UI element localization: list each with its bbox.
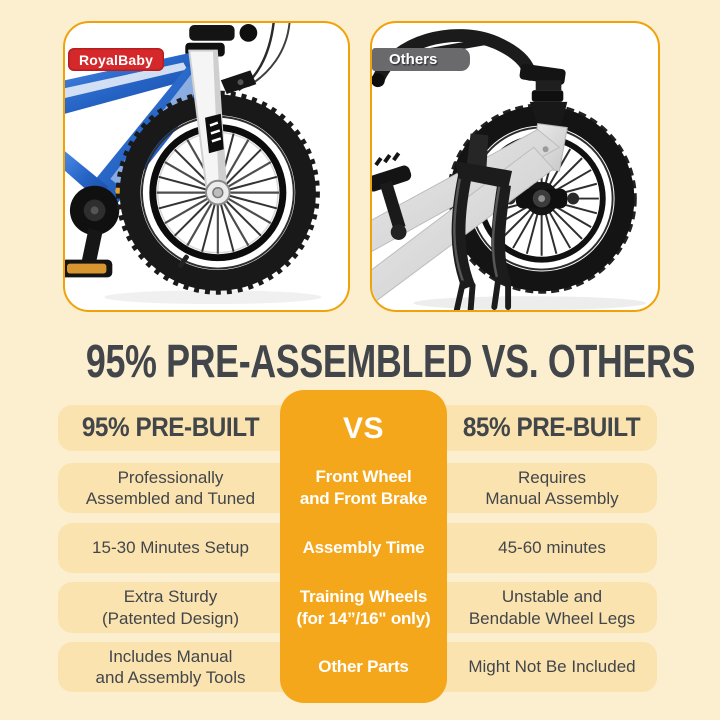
others-badge: Others xyxy=(372,48,470,71)
headline: 95% PRE-ASSEMBLED VS. OTHERS xyxy=(0,334,720,388)
left-column-header: 95% PRE-BUILT xyxy=(81,412,260,443)
left-product-panel: RoyalBaby xyxy=(63,21,350,312)
royalbaby-cell: Professionally Assembled and Tuned xyxy=(85,467,256,508)
right-column-header: 85% PRE-BUILT xyxy=(463,412,641,443)
others-cell: Requires Manual Assembly xyxy=(485,467,619,508)
vs-row-label: Front Wheel and Front Brake xyxy=(299,466,428,508)
others-bike-illustration xyxy=(372,29,647,310)
vs-column: VS Front Wheel and Front Brake Assembly … xyxy=(280,390,447,703)
headline-text: 95% PRE-ASSEMBLED VS. OTHERS xyxy=(85,335,696,387)
others-cell: 45-60 minutes xyxy=(498,538,606,558)
vs-row-label: Assembly Time xyxy=(302,537,425,557)
royalbaby-cell: Includes Manual and Assembly Tools xyxy=(95,646,246,687)
vs-header: VS xyxy=(342,412,385,445)
royalbaby-bike-illustration xyxy=(65,23,322,305)
royalbaby-badge: RoyalBaby xyxy=(68,48,165,71)
others-cell: Unstable and Bendable Wheel Legs xyxy=(468,587,636,628)
right-product-panel: Others xyxy=(370,21,660,312)
royalbaby-cell: 15-30 Minutes Setup xyxy=(92,538,249,558)
royalbaby-cell: Extra Sturdy (Patented Design) xyxy=(101,587,240,628)
vs-row-label: Other Parts xyxy=(318,656,409,676)
others-cell: Might Not Be Included xyxy=(468,657,636,677)
vs-row-label: Training Wheels (for 14”/16" only) xyxy=(296,586,431,628)
